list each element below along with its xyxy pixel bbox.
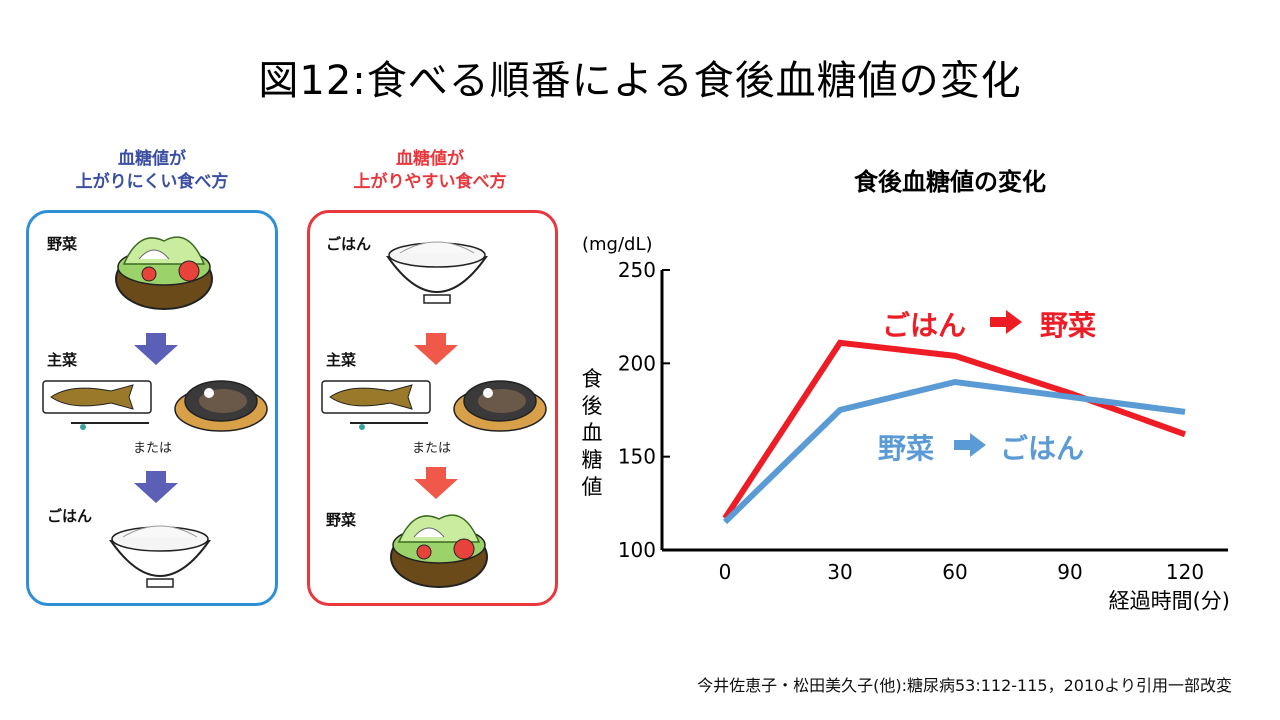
rice-bowl-icon bbox=[109, 525, 211, 588]
citation: 今井佐恵子・松田美久子(他):糖尿病53:112-115，2010より引用一部改… bbox=[697, 676, 1232, 695]
y-tick-label: 100 bbox=[618, 538, 656, 562]
good-or-text: または bbox=[133, 441, 173, 456]
down-arrow-icon bbox=[134, 333, 178, 365]
bad-heading-line2: 上がりやすい食べ方 bbox=[353, 172, 507, 192]
good-method-heading: 血糖値が 上がりにくい食べ方 bbox=[22, 148, 282, 194]
down-arrow-icon bbox=[414, 467, 458, 499]
blood-glucose-line-chart: 食後血糖値の変化 (mg/dL) 食後血糖値 100 150 200 250 0 30 6… bbox=[582, 168, 1231, 613]
series-label-rice-first-from: ごはん bbox=[882, 309, 966, 342]
grilled-fish-and-steak-icon bbox=[42, 380, 268, 432]
y-tick-label: 200 bbox=[618, 351, 656, 375]
series-label-rice-first-to: 野菜 bbox=[1040, 309, 1096, 342]
grilled-fish-and-steak-icon bbox=[321, 380, 547, 432]
series-label-veg-first-to: ごはん bbox=[1000, 432, 1084, 465]
bad-method-heading: 血糖値が 上がりやすい食べ方 bbox=[300, 148, 560, 194]
x-axis-label: 経過時間(分) bbox=[1109, 589, 1230, 613]
good-step3-label: ごはん bbox=[47, 507, 93, 525]
y-axis-label-char: 血 bbox=[582, 421, 603, 445]
down-arrow-icon bbox=[134, 471, 178, 503]
salad-bowl-icon bbox=[390, 514, 488, 588]
good-heading-line1: 血糖値が bbox=[118, 149, 186, 169]
bad-step3-label: 野菜 bbox=[326, 511, 357, 529]
x-tick-label: 30 bbox=[827, 560, 852, 584]
series-label-veg-first-from: 野菜 bbox=[878, 432, 934, 465]
slide-title: 図12:食べる順番による食後血糖値の変化 bbox=[258, 58, 1022, 104]
x-tick-label: 90 bbox=[1057, 560, 1082, 584]
salad-bowl-icon bbox=[115, 236, 213, 310]
bad-step2-label: 主菜 bbox=[326, 351, 357, 369]
bad-or-text: または bbox=[412, 441, 452, 456]
good-heading-line2: 上がりにくい食べ方 bbox=[75, 172, 229, 192]
y-axis-label-char: 食 bbox=[582, 367, 603, 391]
bad-eating-order-panel: ごはん 主菜 または 野菜 bbox=[307, 210, 558, 606]
rice-bowl-icon bbox=[386, 241, 488, 304]
series-label-rice-first: ごはん 野菜 bbox=[882, 309, 1096, 342]
y-axis-label: 食後血糖値 bbox=[582, 367, 603, 499]
series-line-rice-first bbox=[722, 339, 1187, 520]
bad-heading-line1: 血糖値が bbox=[396, 149, 464, 169]
series-label-veg-first: 野菜 ごはん bbox=[878, 432, 1084, 465]
arrow-right-icon bbox=[954, 433, 986, 457]
bad-step1-label: ごはん bbox=[326, 235, 372, 253]
good-step1-label: 野菜 bbox=[47, 235, 78, 253]
y-axis-label-char: 糖 bbox=[582, 448, 603, 472]
y-tick-label: 150 bbox=[618, 445, 656, 469]
down-arrow-icon bbox=[414, 333, 458, 365]
y-axis-label-char: 値 bbox=[582, 475, 603, 499]
good-eating-order-panel: 野菜 主菜 または ごはん bbox=[26, 210, 278, 606]
chart-title: 食後血糖値の変化 bbox=[854, 168, 1046, 196]
x-tick-label: 60 bbox=[942, 560, 967, 584]
x-tick-label: 120 bbox=[1166, 560, 1204, 584]
arrow-right-icon bbox=[990, 310, 1022, 334]
y-tick-label: 250 bbox=[618, 258, 656, 282]
good-step2-label: 主菜 bbox=[47, 351, 78, 369]
y-axis-label-char: 後 bbox=[582, 394, 603, 418]
y-axis-unit: (mg/dL) bbox=[582, 234, 653, 255]
x-tick-label: 0 bbox=[719, 560, 732, 584]
series-line-veg-first bbox=[722, 378, 1186, 525]
